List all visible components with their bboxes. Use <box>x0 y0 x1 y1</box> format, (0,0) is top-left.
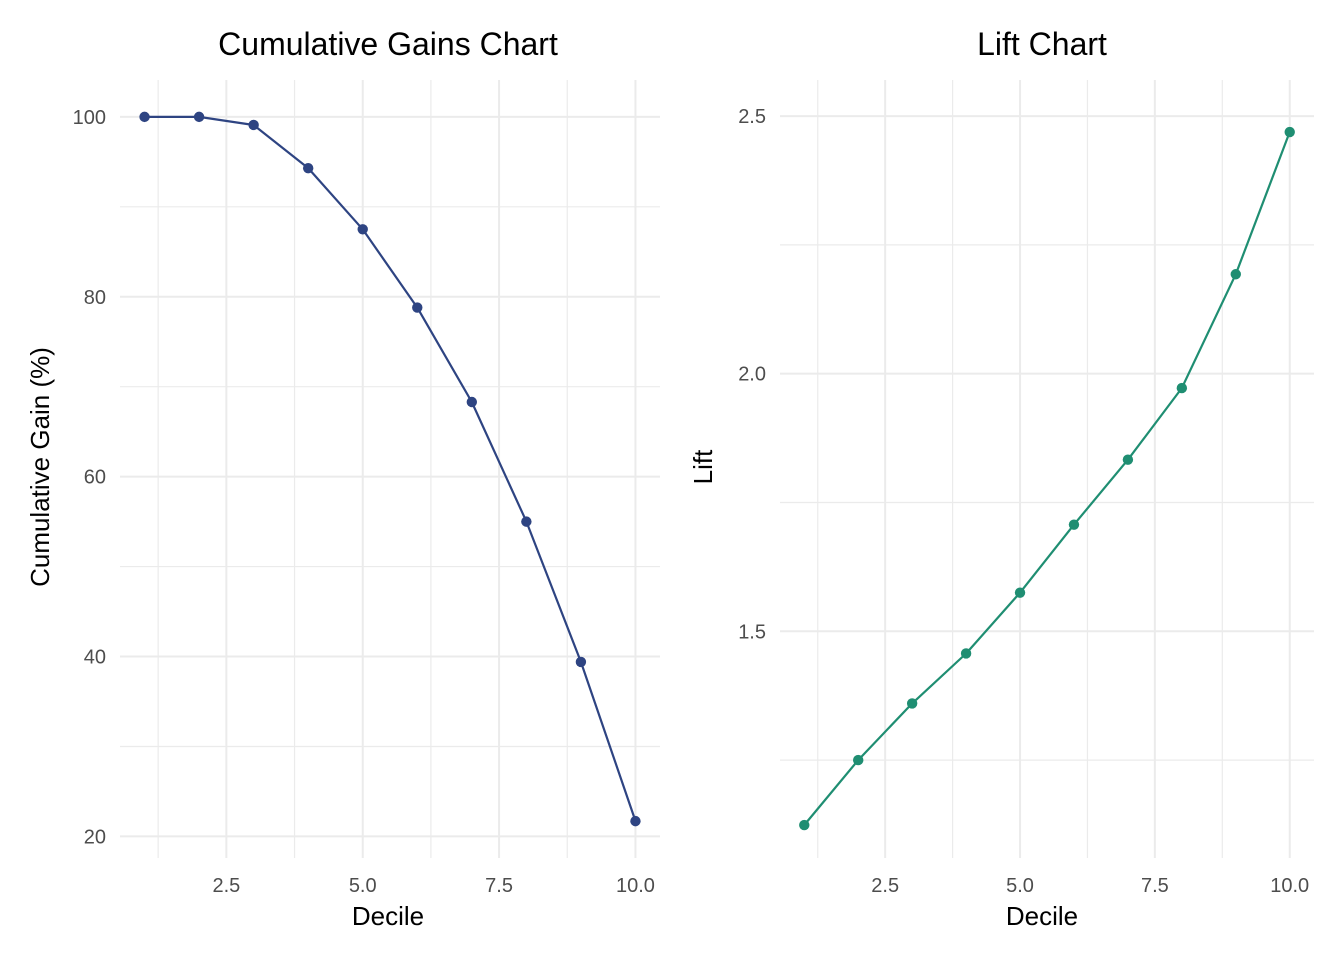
gains-chart-data-point <box>630 815 641 827</box>
lift-chart-y-axis-title: Lift <box>688 449 718 484</box>
gains-chart-data-point <box>193 111 205 123</box>
lift-chart-data-point <box>1284 126 1295 138</box>
gains-chart-y-tick-label: 100 <box>73 107 106 129</box>
lift-chart-y-tick-label: 2.0 <box>738 364 766 386</box>
lift-chart-data-point <box>960 648 972 659</box>
gains-chart-data-point <box>302 162 314 174</box>
lift-chart-data-point <box>906 698 918 709</box>
lift-chart-x-tick-label: 10.0 <box>1270 875 1309 897</box>
lift-chart-y-tick-label: 1.5 <box>738 621 766 643</box>
lift-chart-data-point <box>799 819 810 831</box>
gains-chart-data-point <box>139 111 150 123</box>
lift-chart-data-point <box>1068 519 1080 530</box>
lift-chart-y-tick-label: 2.5 <box>738 106 766 128</box>
lift-chart-data-point <box>1014 587 1026 598</box>
gains-chart-y-tick-label: 40 <box>84 647 106 669</box>
gains-chart-data-point <box>248 119 259 131</box>
gains-chart-data-point <box>412 302 423 313</box>
lift-chart-title: Lift Chart <box>977 26 1107 62</box>
gains-chart-panel: Cumulative Gains Chart Decile Cumulative… <box>25 26 660 931</box>
gains-chart-data-point <box>466 396 478 408</box>
gains-chart-y-tick-label: 20 <box>84 826 106 848</box>
gains-chart-data-point <box>575 656 587 668</box>
gains-chart-gridlines <box>120 80 660 858</box>
gains-chart-data-point <box>357 224 368 235</box>
gains-chart-data-point <box>521 516 532 527</box>
gains-chart-title: Cumulative Gains Chart <box>218 26 558 62</box>
lift-chart-data-point <box>1230 269 1241 280</box>
lift-chart-data-point <box>1122 454 1134 465</box>
gains-chart-x-tick-label: 7.5 <box>485 875 513 897</box>
lift-chart-x-tick-label: 2.5 <box>871 875 899 897</box>
gains-chart-x-tick-label: 2.5 <box>212 875 240 897</box>
lift-chart-panel: Lift Chart Decile Lift 2.5 5.0 7.5 10.0 1.5 2… <box>688 26 1314 931</box>
gains-chart-y-axis-title: Cumulative Gain (%) <box>25 347 55 587</box>
lift-chart-x-tick-label: 5.0 <box>1006 875 1034 897</box>
gains-chart-y-tick-label: 80 <box>84 287 106 309</box>
gains-chart-x-tick-label: 10.0 <box>616 875 655 897</box>
gains-chart-series-line <box>144 115 637 822</box>
lift-chart-x-axis-title: Decile <box>1006 901 1078 931</box>
lift-chart-series-line <box>803 131 1291 826</box>
lift-chart-x-tick-label: 7.5 <box>1141 875 1169 897</box>
gains-chart-y-tick-label: 60 <box>84 467 106 489</box>
lift-chart-gridlines <box>780 80 1314 858</box>
gains-chart-x-tick-label: 5.0 <box>349 875 377 897</box>
lift-chart-data-point <box>1176 382 1188 394</box>
gains-chart-x-axis-title: Decile <box>352 901 424 931</box>
lift-chart-data-point <box>853 754 864 766</box>
